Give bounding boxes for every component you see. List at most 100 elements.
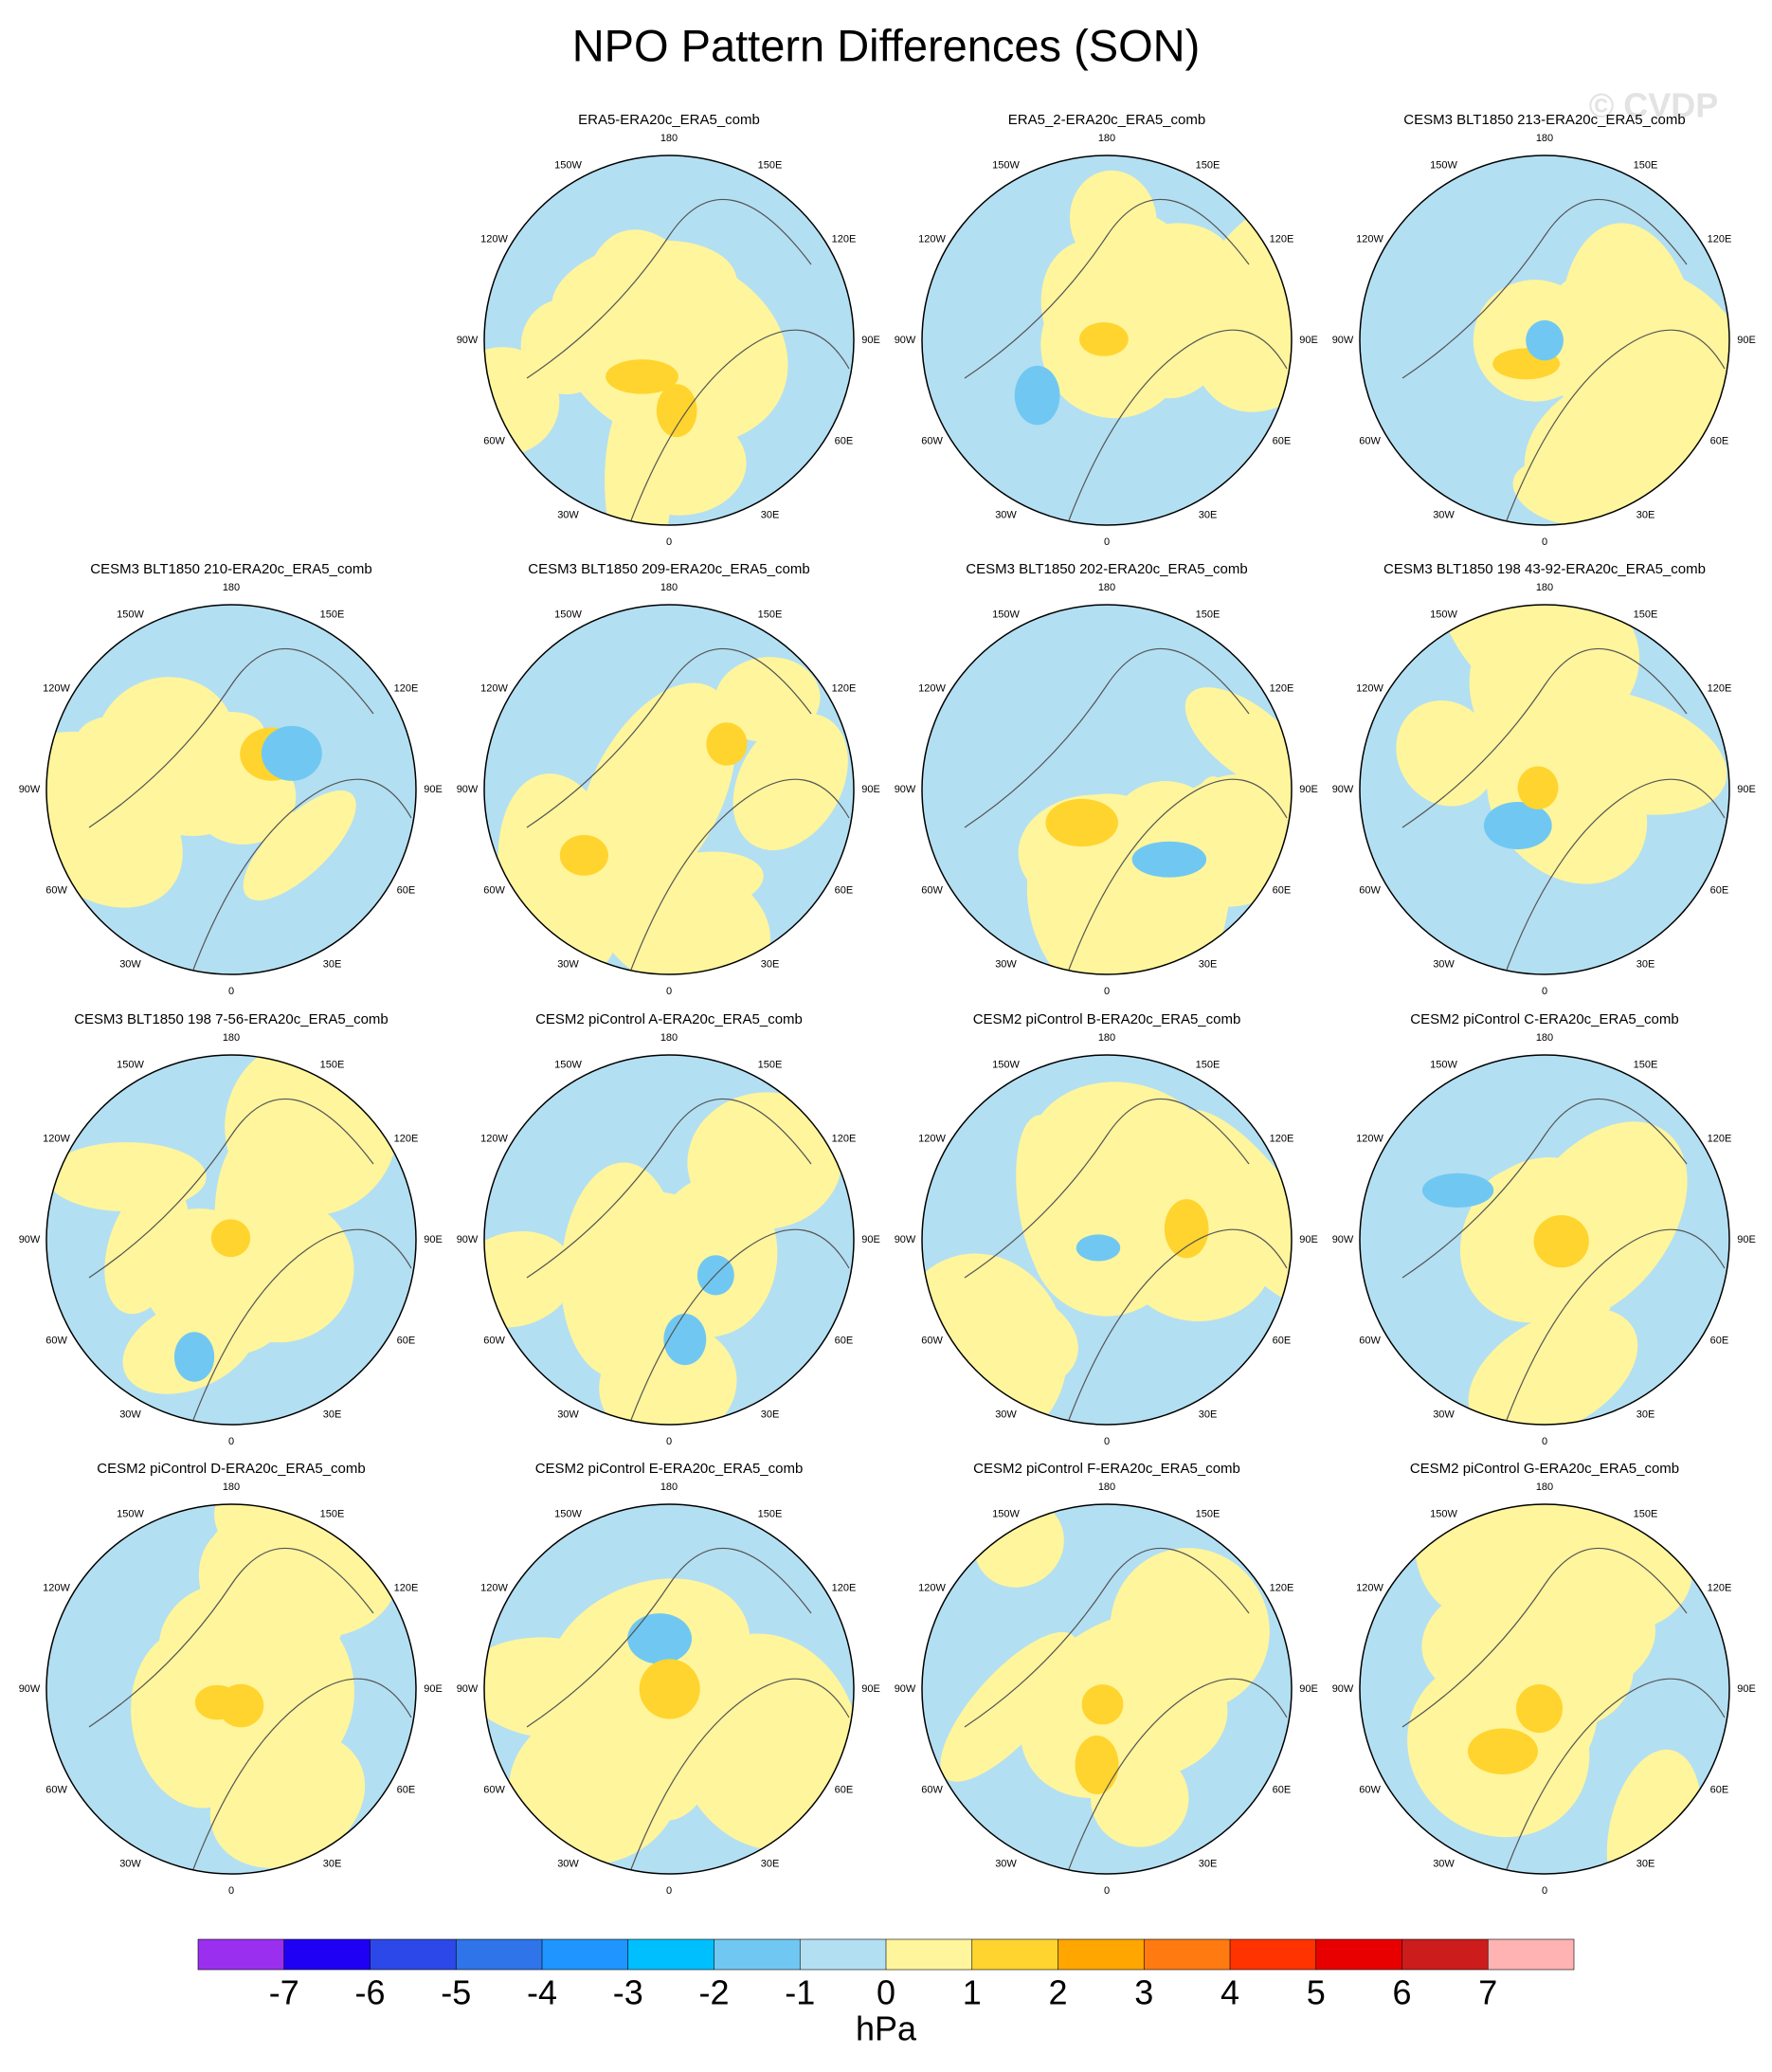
longitude-label: 150E (758, 609, 783, 620)
map-border (483, 604, 855, 975)
longitude-label: 150W (992, 609, 1020, 620)
longitude-label: 60E (1710, 1784, 1729, 1795)
longitude-label: 30W (995, 958, 1017, 970)
longitude-label: 180 (223, 1032, 240, 1044)
longitude-label: 180 (1536, 582, 1553, 593)
longitude-label: 90W (1332, 1683, 1354, 1695)
panel-title: CESM2 piControl D-ERA20c_ERA5_comb (97, 1461, 365, 1477)
anomaly-core (1014, 365, 1060, 426)
colorbar-box (1488, 1939, 1574, 1970)
colorbar-box (198, 1939, 284, 1970)
longitude-label: 30W (557, 1858, 579, 1869)
anomaly-core (1515, 1684, 1564, 1734)
longitude-label: 180 (1098, 133, 1115, 144)
longitude-label: 120W (1356, 682, 1383, 694)
map-panel: CESM2 piControl A-ERA20c_ERA5_comb 180 150… (457, 1011, 880, 1447)
longitude-label: 0 (1542, 1885, 1547, 1897)
positive-region (1512, 460, 1616, 525)
longitude-label: 180 (660, 1481, 678, 1493)
map-field (922, 605, 1292, 974)
map-border (921, 1503, 1293, 1875)
longitude-label: 90W (19, 1234, 41, 1245)
longitude-label: 150E (320, 1059, 345, 1070)
longitude-label: 120W (480, 233, 508, 245)
map-field (46, 605, 416, 974)
positive-region (508, 1706, 681, 1865)
longitude-label: 150E (758, 1508, 783, 1519)
map-field (484, 155, 854, 525)
map-field (922, 1504, 1292, 1874)
longitude-label: 120E (1708, 682, 1732, 694)
anomaly-core (656, 384, 697, 438)
longitude-label: 150E (758, 1059, 783, 1070)
map-field (46, 1504, 416, 1874)
map-border (1359, 1054, 1730, 1426)
longitude-label: 90E (424, 784, 443, 795)
colorbar-box (1315, 1939, 1402, 1970)
longitude-label: 30W (1433, 1858, 1455, 1869)
longitude-label: 60W (45, 1784, 67, 1795)
anomaly-core (559, 834, 608, 876)
coastline (964, 1099, 1250, 1279)
longitude-label: 150E (1634, 1508, 1658, 1519)
map-border (483, 1503, 855, 1875)
panel-title: CESM3 BLT1850 198 43-92-ERA20c_ERA5_comb (1383, 561, 1706, 577)
map-border (921, 604, 1293, 975)
colorbar-tick-label: -1 (785, 1973, 815, 2012)
anomaly-core (173, 1332, 215, 1382)
longitude-label: 30W (557, 958, 579, 970)
longitude-label: 90E (1299, 1234, 1318, 1245)
longitude-label: 60E (835, 884, 854, 896)
coastline (1506, 1228, 1726, 1421)
longitude-label: 60W (1359, 435, 1381, 446)
panel-title: CESM3 BLT1850 202-ERA20c_ERA5_comb (966, 561, 1247, 577)
longitude-label: 0 (666, 986, 672, 997)
longitude-label: 30E (1636, 1858, 1655, 1869)
panel-title: CESM2 piControl F-ERA20c_ERA5_comb (973, 1461, 1240, 1477)
map-panel: CESM2 piControl B-ERA20c_ERA5_comb 180 150… (895, 1011, 1318, 1447)
longitude-label: 90E (424, 1683, 443, 1695)
longitude-label: 150W (117, 1508, 144, 1519)
coastline (88, 648, 374, 828)
coastline (630, 1678, 850, 1870)
longitude-label: 180 (1098, 1481, 1115, 1493)
coastline (88, 1099, 374, 1279)
colorbar-tick-label: 2 (1048, 1973, 1067, 2012)
longitude-label: 90W (895, 1234, 916, 1245)
map-panel: ERA5_2-ERA20c_ERA5_comb 180 150E 120E 90E 60E… (895, 112, 1318, 548)
positive-region (1534, 702, 1653, 793)
longitude-label: 60W (1359, 1784, 1381, 1795)
longitude-label: 60W (45, 884, 67, 896)
longitude-label: 120E (1270, 1582, 1294, 1593)
longitude-label: 150W (554, 1059, 582, 1070)
coastline (1068, 329, 1288, 521)
longitude-label: 30E (1199, 1409, 1218, 1420)
longitude-label: 0 (1104, 536, 1110, 548)
longitude-label: 120W (480, 1582, 508, 1593)
longitude-label: 30E (1199, 509, 1218, 520)
positive-region (46, 731, 159, 851)
longitude-label: 150E (758, 159, 783, 171)
map-panel: ERA5-ERA20c_ERA5_comb 180 150E 120E 90E 60E 30… (457, 112, 880, 548)
coastline (192, 1228, 412, 1421)
longitude-label: 180 (1536, 133, 1553, 144)
positive-region (484, 347, 560, 456)
anomaly-core (210, 1219, 251, 1258)
longitude-label: 30E (1636, 509, 1655, 520)
anomaly-core (1526, 319, 1564, 361)
longitude-label: 90W (457, 335, 479, 346)
longitude-label: 30W (1433, 1409, 1455, 1420)
coastline (1506, 329, 1726, 521)
colorbar-box (971, 1939, 1058, 1970)
anomaly-core (218, 1683, 264, 1728)
colorbar-tick-label: 5 (1307, 1973, 1326, 2012)
coastline (526, 1099, 812, 1279)
longitude-label: 90E (861, 1683, 880, 1695)
anomaly-core (1483, 801, 1552, 850)
longitude-label: 30W (557, 1409, 579, 1420)
coastline (192, 778, 412, 971)
longitude-label: 30E (323, 1409, 342, 1420)
panel-title: CESM2 piControl G-ERA20c_ERA5_comb (1410, 1461, 1679, 1477)
longitude-label: 150W (554, 609, 582, 620)
colorbar-tick-label: -3 (613, 1973, 643, 2012)
